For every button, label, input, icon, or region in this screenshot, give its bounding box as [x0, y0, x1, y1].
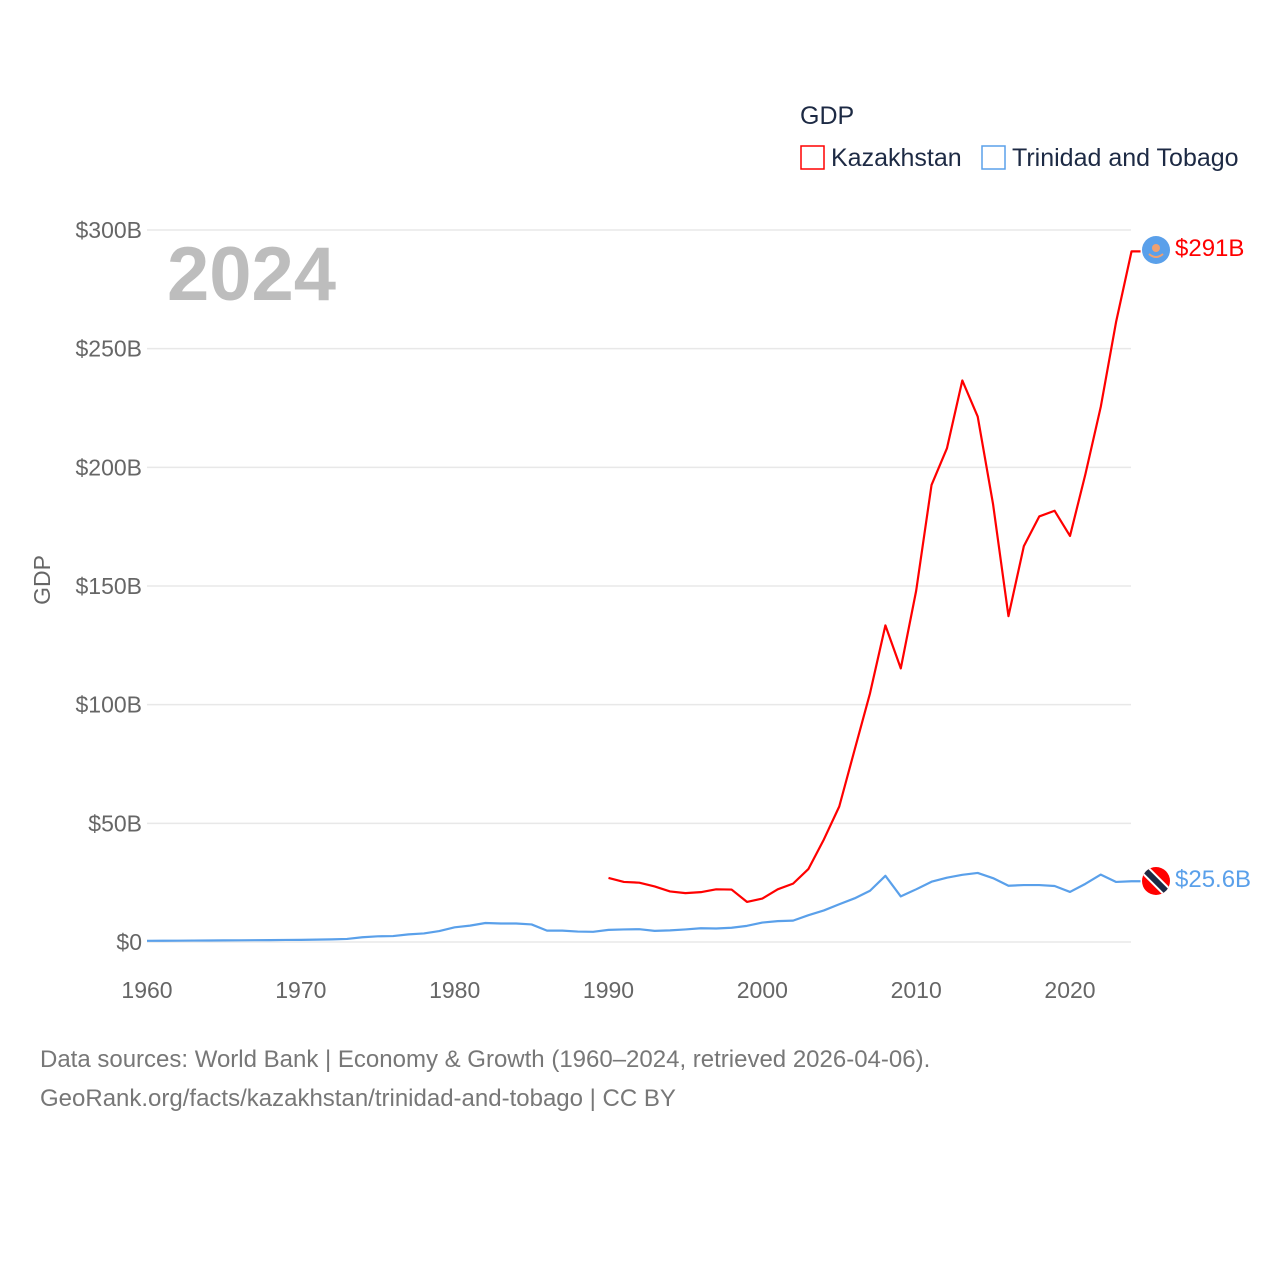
legend-swatch-trinidad	[981, 145, 1006, 170]
trinidad-flag-icon	[1142, 867, 1170, 895]
x-tick-label: 1960	[121, 977, 172, 1003]
x-tick-label: 1980	[429, 977, 480, 1003]
y-tick-label: $100B	[75, 692, 142, 718]
year-label: 2024	[167, 232, 336, 317]
series-line-trinidad-and-tobago[interactable]	[146, 871, 1141, 942]
y-tick-label: $50B	[88, 810, 142, 836]
x-tick-label: 2020	[1044, 977, 1095, 1003]
legend-label-trinidad: Trinidad and Tobago	[1012, 144, 1239, 172]
kazakhstan-flag-icon	[1142, 236, 1170, 264]
x-tick-label: 2010	[891, 977, 942, 1003]
y-tick-label: $250B	[75, 336, 142, 362]
legend-item-kazakhstan[interactable]: Kazakhstan	[800, 144, 962, 172]
x-tick-label: 1990	[583, 977, 634, 1003]
footer-link[interactable]: GeoRank.org/facts/kazakhstan/trinidad-an…	[40, 1085, 676, 1112]
y-tick-label: $150B	[75, 573, 142, 599]
end-label-kazakhstan: $291B	[1175, 235, 1244, 262]
y-tick-label: $200B	[75, 454, 142, 480]
x-tick-label: 1970	[275, 977, 326, 1003]
series-line-kazakhstan[interactable]	[608, 250, 1141, 903]
x-tick-label: 2000	[737, 977, 788, 1003]
legend-label-kazakhstan: Kazakhstan	[831, 144, 962, 172]
legend-item-trinidad[interactable]: Trinidad and Tobago	[981, 144, 1239, 172]
y-axis-label: GDP	[29, 555, 55, 605]
y-tick-label: $0	[116, 929, 142, 955]
legend-swatch-kazakhstan	[800, 145, 825, 170]
legend-title: GDP	[800, 102, 854, 130]
footer-sources: Data sources: World Bank | Economy & Gro…	[40, 1046, 931, 1073]
y-tick-label: $300B	[75, 217, 142, 243]
end-label-trinidad: $25.6B	[1175, 866, 1251, 893]
